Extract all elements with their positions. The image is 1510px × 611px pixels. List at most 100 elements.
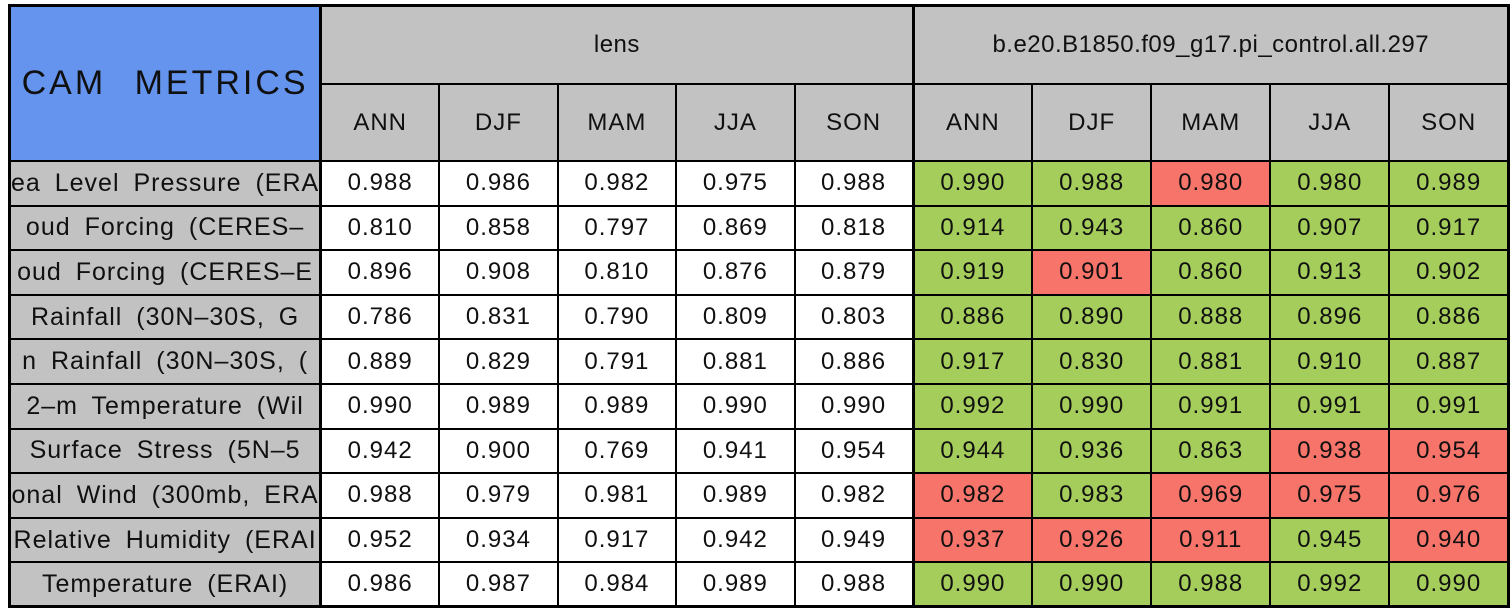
metric-value-lens-jja: 0.989 <box>675 472 796 519</box>
metric-value-lens-mam: 0.790 <box>556 293 678 341</box>
metric-value-lens-jja: 0.990 <box>675 382 796 430</box>
group-header-pi-control: b.e20.B1850.f09_g17.pi_control.all.297 <box>911 4 1510 85</box>
group-header-row: CAM METRICS lens b.e20.B1850.f09_g17.pi_… <box>8 4 1510 162</box>
metric-value-lens-ann: 0.810 <box>319 204 441 252</box>
group-header-lens: lens <box>319 4 915 85</box>
row-label: Surface Stress (5N–5 <box>8 427 323 475</box>
metric-value-lens-son: 0.988 <box>793 561 915 608</box>
season-header-lens-djf: DJF <box>438 83 559 162</box>
row-label: Temperature (ERAI) <box>8 561 323 608</box>
metric-value-control-jja: 0.991 <box>1269 382 1391 430</box>
metric-value-control-ann: 0.919 <box>911 249 1034 296</box>
metric-value-control-mam: 0.888 <box>1150 293 1272 341</box>
metric-value-control-mam: 0.860 <box>1150 249 1272 296</box>
metric-value-lens-son: 0.982 <box>793 472 915 519</box>
metric-value-lens-son: 0.879 <box>793 249 915 296</box>
metric-value-lens-ann: 0.988 <box>319 472 441 519</box>
metric-value-lens-jja: 0.941 <box>675 427 796 475</box>
metric-value-control-ann: 0.992 <box>911 382 1034 430</box>
metric-row-5: 2–m Temperature (Wil 0.990 0.989 0.989 0.990… <box>8 382 1510 430</box>
season-header-lens-jja: JJA <box>675 83 796 162</box>
metric-value-lens-ann: 0.896 <box>319 249 441 296</box>
metric-value-control-djf: 0.901 <box>1031 249 1153 296</box>
table-title-cell: CAM METRICS <box>8 4 323 162</box>
metric-value-control-son: 0.902 <box>1388 249 1510 296</box>
metric-value-lens-jja: 0.881 <box>675 338 796 385</box>
season-header-lens-ann: ANN <box>319 83 441 162</box>
metric-row-4: n Rainfall (30N–30S, (0.889 0.829 0.791 0.8… <box>8 338 1510 385</box>
metric-value-control-djf: 0.830 <box>1031 338 1153 385</box>
metric-value-lens-djf: 0.979 <box>438 472 559 519</box>
metric-value-control-jja: 0.980 <box>1269 160 1391 207</box>
metric-row-0: ea Level Pressure (ERA 0.988 0.986 0.982 0.9… <box>8 160 1510 207</box>
metric-value-control-jja: 0.913 <box>1269 249 1391 296</box>
metric-value-lens-ann: 0.986 <box>319 561 441 608</box>
metric-value-lens-djf: 0.908 <box>438 249 559 296</box>
metric-value-control-jja: 0.910 <box>1269 338 1391 385</box>
metric-value-control-son: 0.887 <box>1388 338 1510 385</box>
metric-value-lens-ann: 0.889 <box>319 338 441 385</box>
metric-value-lens-jja: 0.809 <box>675 293 796 341</box>
metric-value-control-son: 0.940 <box>1388 516 1510 564</box>
row-label: Rainfall (30N–30S, G <box>8 293 323 341</box>
metric-value-control-son: 0.886 <box>1388 293 1510 341</box>
row-label: 2–m Temperature (Wil <box>8 382 323 430</box>
metric-value-control-mam: 0.980 <box>1150 160 1272 207</box>
metric-value-control-jja: 0.907 <box>1269 204 1391 252</box>
row-label: Relative Humidity (ERAI <box>8 516 323 564</box>
metric-value-lens-mam: 0.989 <box>556 382 678 430</box>
metric-value-control-ann: 0.982 <box>911 472 1034 519</box>
metric-row-6: Surface Stress (5N–5 0.942 0.900 0.769 0.941… <box>8 427 1510 475</box>
metric-value-lens-ann: 0.988 <box>319 160 441 207</box>
row-label: oud Forcing (CERES– <box>8 204 323 252</box>
metric-value-control-djf: 0.926 <box>1031 516 1153 564</box>
metric-value-control-son: 0.917 <box>1388 204 1510 252</box>
metric-value-control-ann: 0.990 <box>911 561 1034 608</box>
metric-value-lens-son: 0.990 <box>793 382 915 430</box>
metric-row-2: oud Forcing (CERES–E 0.896 0.908 0.810 0.876… <box>8 249 1510 296</box>
metric-value-lens-son: 0.818 <box>793 204 915 252</box>
row-label: n Rainfall (30N–30S, ( <box>8 338 323 385</box>
metric-value-lens-son: 0.954 <box>793 427 915 475</box>
season-header-lens-son: SON <box>793 83 915 162</box>
metric-value-lens-djf: 0.934 <box>438 516 559 564</box>
season-header-control-mam: MAM <box>1150 83 1272 162</box>
metric-value-control-ann: 0.914 <box>911 204 1034 252</box>
metric-value-control-mam: 0.881 <box>1150 338 1272 385</box>
metric-value-lens-djf: 0.987 <box>438 561 559 608</box>
metric-value-lens-mam: 0.981 <box>556 472 678 519</box>
metric-value-control-jja: 0.992 <box>1269 561 1391 608</box>
metric-value-control-mam: 0.991 <box>1150 382 1272 430</box>
metric-value-lens-ann: 0.942 <box>319 427 441 475</box>
season-header-control-jja: JJA <box>1269 83 1391 162</box>
metric-value-lens-jja: 0.975 <box>675 160 796 207</box>
metric-value-lens-jja: 0.942 <box>675 516 796 564</box>
metric-value-lens-son: 0.988 <box>793 160 915 207</box>
season-header-lens-mam: MAM <box>556 83 678 162</box>
metric-value-lens-djf: 0.989 <box>438 382 559 430</box>
metric-value-lens-mam: 0.984 <box>556 561 678 608</box>
metric-value-control-mam: 0.969 <box>1150 472 1272 519</box>
metric-value-lens-mam: 0.982 <box>556 160 678 207</box>
metric-value-control-djf: 0.988 <box>1031 160 1153 207</box>
metric-value-lens-mam: 0.769 <box>556 427 678 475</box>
metric-value-control-jja: 0.975 <box>1269 472 1391 519</box>
row-label: onal Wind (300mb, ERA <box>8 472 323 519</box>
metric-value-lens-mam: 0.791 <box>556 338 678 385</box>
metric-value-control-mam: 0.911 <box>1150 516 1272 564</box>
metric-row-3: Rainfall (30N–30S, G 0.786 0.831 0.790 0.809… <box>8 293 1510 341</box>
metric-value-lens-jja: 0.869 <box>675 204 796 252</box>
metric-row-8: Relative Humidity (ERAI 0.952 0.934 0.917 0.… <box>8 516 1510 564</box>
metric-value-control-ann: 0.944 <box>911 427 1034 475</box>
metric-row-7: onal Wind (300mb, ERA 0.988 0.979 0.981 0.98… <box>8 472 1510 519</box>
metric-value-lens-mam: 0.797 <box>556 204 678 252</box>
metric-value-lens-djf: 0.858 <box>438 204 559 252</box>
season-header-row: ANN DJF MAM JJA SON ANN DJF MAM JJA SON <box>10 83 1510 162</box>
metric-value-lens-djf: 0.900 <box>438 427 559 475</box>
metric-value-lens-son: 0.803 <box>793 293 915 341</box>
metric-value-control-ann: 0.937 <box>911 516 1034 564</box>
metric-value-control-mam: 0.988 <box>1150 561 1272 608</box>
metric-value-control-son: 0.954 <box>1388 427 1510 475</box>
metric-value-control-djf: 0.890 <box>1031 293 1153 341</box>
cam-metrics-report: CAM METRICS lens b.e20.B1850.f09_g17.pi_… <box>8 4 1510 609</box>
